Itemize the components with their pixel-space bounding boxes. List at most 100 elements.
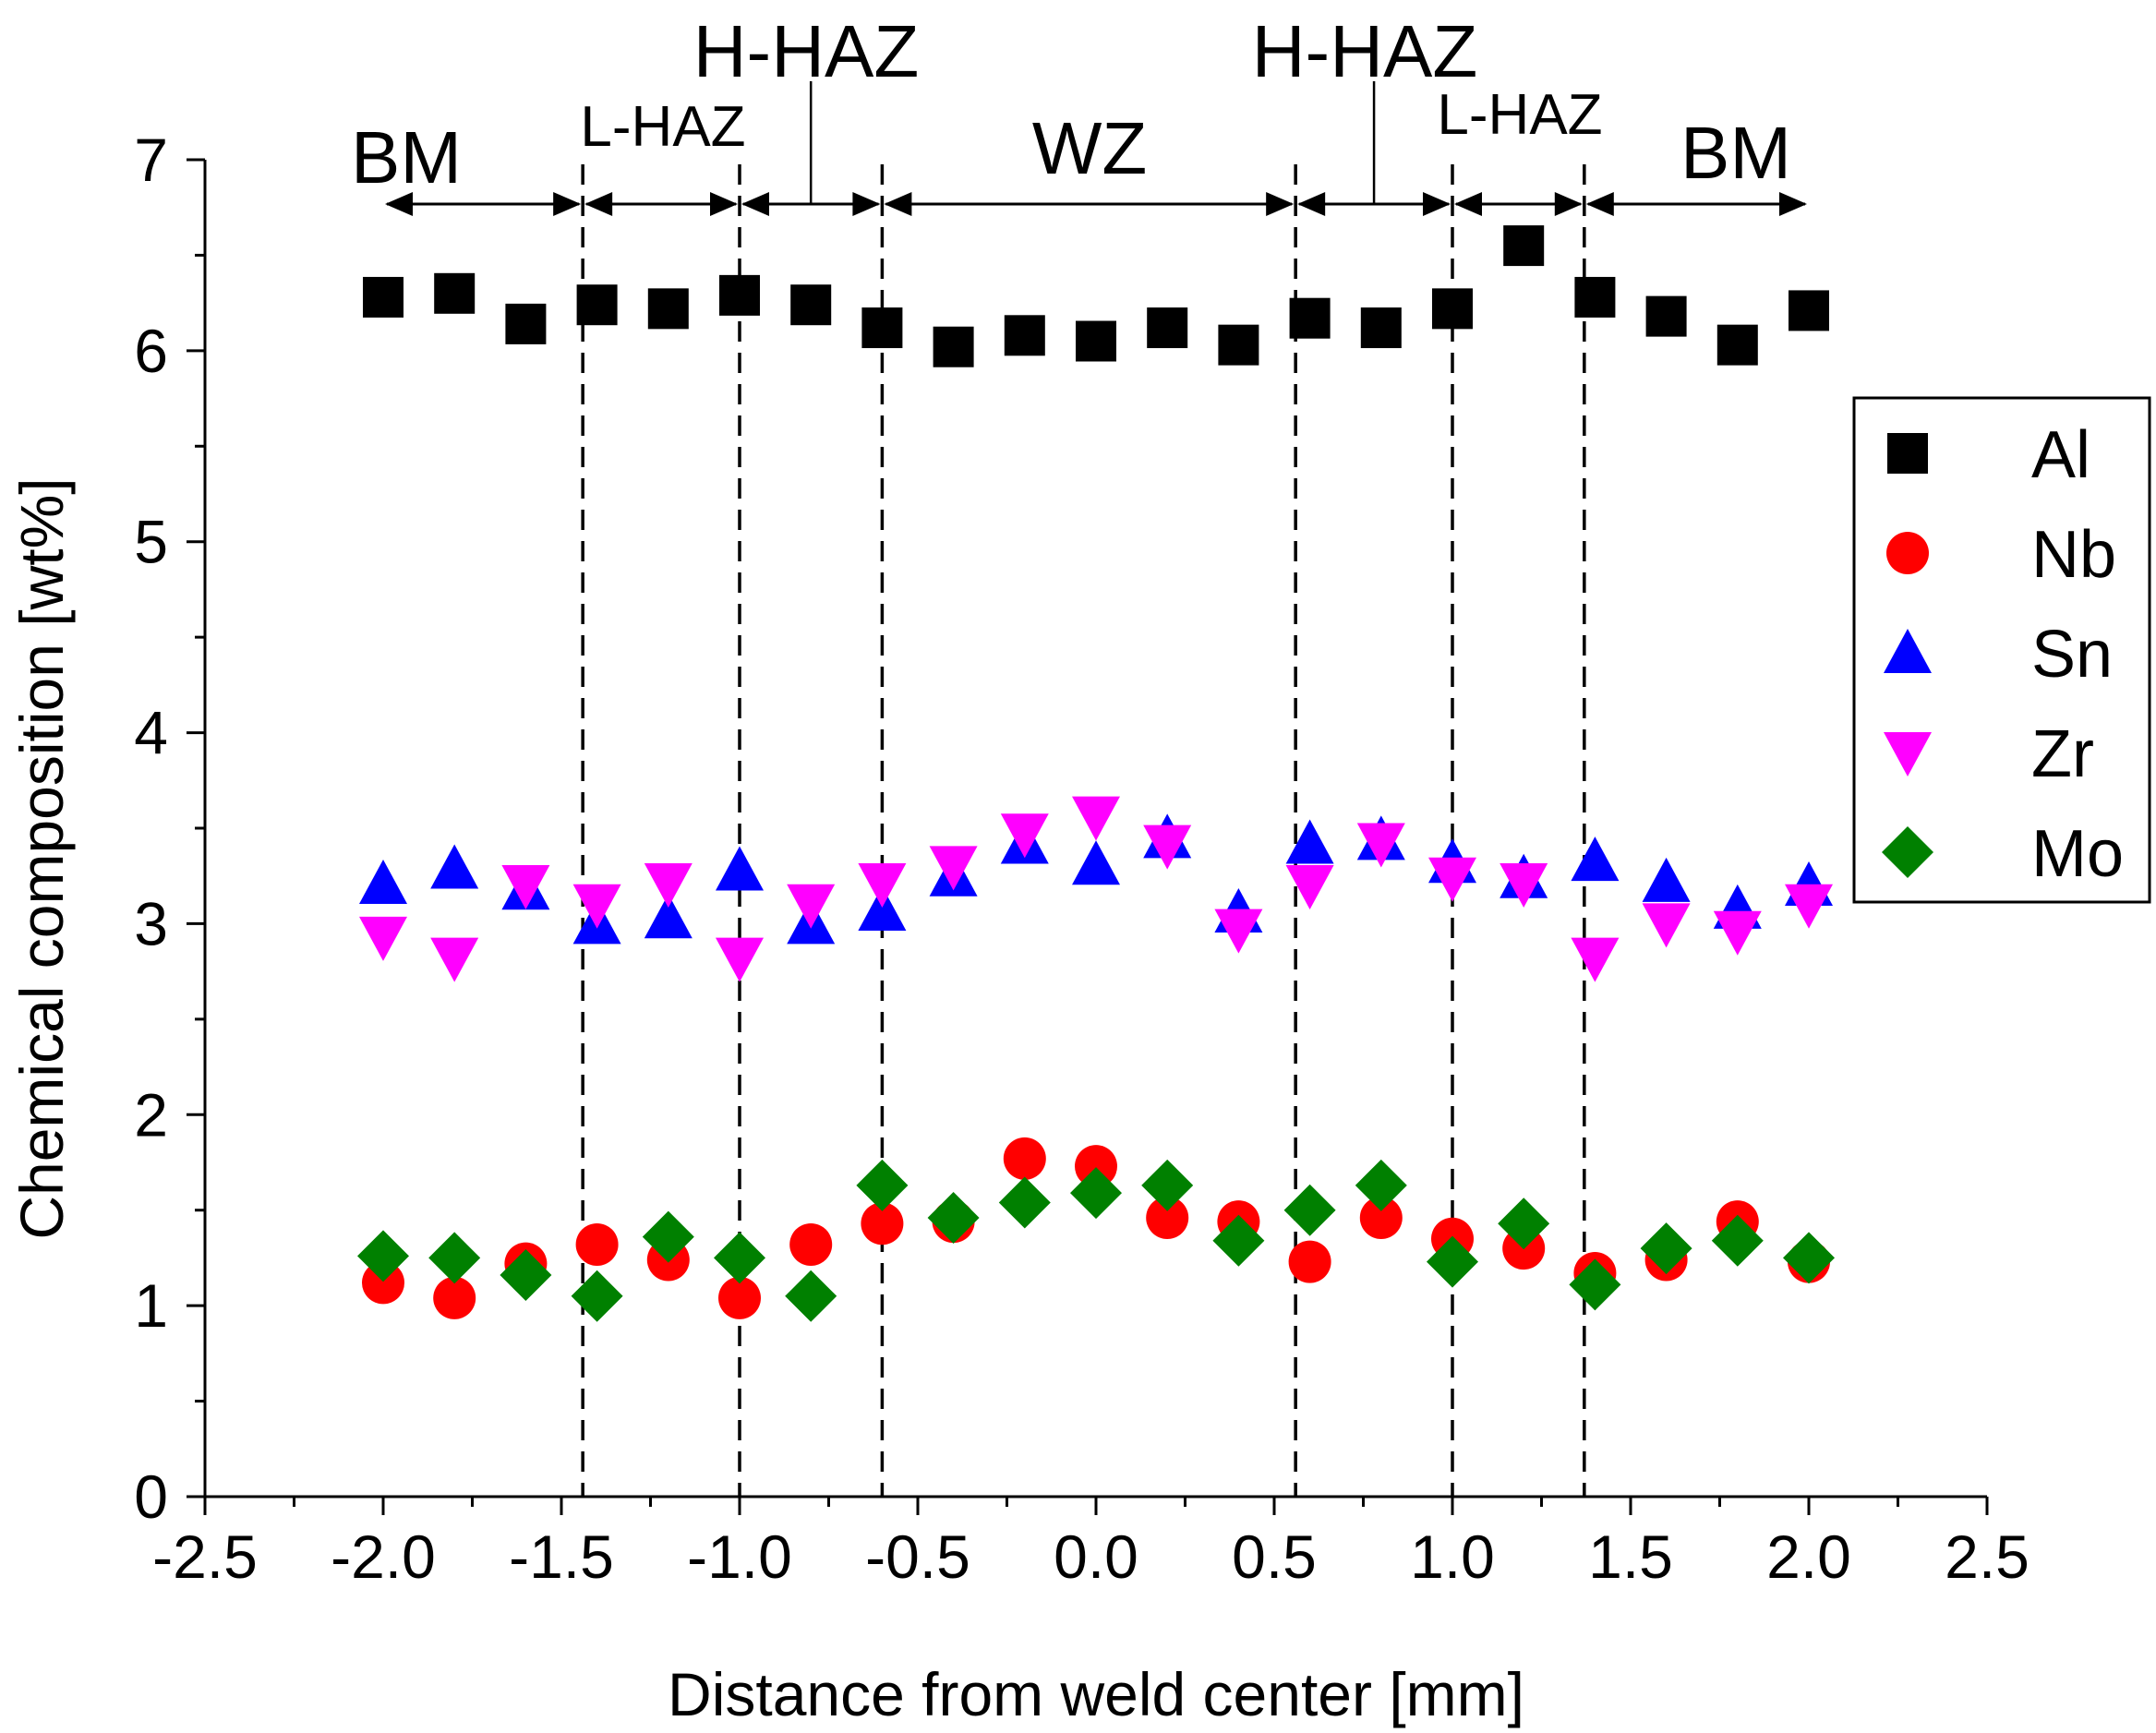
zone-arrowhead [741,192,769,216]
point-al [1218,324,1259,366]
point-nb [1359,1196,1403,1239]
series-zr [359,796,1833,982]
point-nb [861,1202,904,1246]
axes: -2.5 -2.0 -1.5 -1.0 -0.5 0.0 0.5 1.0 1.5 2.0 2.5 0 1… [134,126,2030,1591]
point-zr [858,862,907,908]
y-tick-label: 7 [134,126,168,194]
point-sn [1571,836,1620,882]
y-tick-label: 6 [134,317,168,385]
zone-label: BM [351,116,462,199]
point-nb [575,1222,619,1266]
point-nb [1146,1196,1189,1239]
zone-arrowhead [1423,192,1451,216]
point-al [505,303,547,344]
zone-arrowhead [852,192,881,216]
point-mo [1070,1167,1122,1220]
x-axis-title: Distance from weld center [mm] [668,1660,1524,1728]
point-zr [501,865,550,910]
zone-arrowhead [553,192,582,216]
legend-label-nb: Nb [2031,518,2116,592]
point-zr [572,884,621,929]
zone-label: H-HAZ [693,10,919,92]
legend-marker-zr [1884,732,1932,776]
legend-label-mo: Mo [2031,817,2124,891]
y-axis-title: Chemical composition [wt%] [7,477,76,1239]
point-al [1147,307,1188,349]
point-mo [1783,1232,1835,1284]
y-tick-label: 2 [134,1080,168,1149]
zone-arrowhead [1297,192,1326,216]
zone-arrowhead [884,192,912,216]
x-tick-label: 2.5 [1945,1522,2030,1591]
point-nb [1288,1240,1331,1283]
x-tick-label: 1.5 [1588,1522,1673,1591]
x-tick-label: -1.0 [687,1522,792,1591]
point-al [1360,307,1402,349]
legend: Al Nb Sn Zr Mo [1852,396,2151,904]
zone-label: H-HAZ [1252,10,1477,92]
x-tick-label: 2.0 [1766,1522,1851,1591]
data-points [357,225,1835,1322]
point-al [1789,290,1829,331]
point-al [1503,225,1545,267]
series-mo [357,1159,1835,1322]
point-sn [716,846,764,891]
point-mo [1427,1235,1478,1288]
point-mo [785,1270,837,1322]
point-sn [1072,840,1120,885]
zone-label: WZ [1032,107,1147,189]
point-mo [428,1232,481,1284]
point-al [1289,297,1331,339]
point-al [576,284,618,326]
point-mo [856,1159,909,1211]
point-al [1432,288,1473,330]
point-al [1645,295,1687,337]
point-al [647,288,689,330]
zone-label: L-HAZ [580,95,745,159]
point-al [861,307,903,349]
zone-label: BM [1680,112,1791,194]
point-zr [1000,813,1049,859]
point-mo [500,1249,552,1302]
point-zr [1285,865,1334,910]
point-al [1574,276,1616,318]
legend-label-al: Al [2031,418,2090,492]
point-mo [642,1210,694,1263]
x-tick-label: 1.0 [1410,1522,1495,1591]
x-tick-label: 0.0 [1054,1522,1138,1591]
legend-marker-al [1887,433,1928,474]
point-al [1004,315,1045,356]
y-tick-label: 5 [134,508,168,576]
y-tick-label: 4 [134,699,168,767]
point-nb [718,1276,761,1319]
point-mo [1498,1197,1550,1250]
x-tick-label: -1.5 [509,1522,614,1591]
point-sn [1642,857,1691,902]
x-tick-label: -2.5 [152,1522,258,1591]
x-tick-label: 0.5 [1232,1522,1317,1591]
point-nb [789,1222,833,1266]
point-zr [716,937,764,982]
legend-marker-mo [1882,826,1933,878]
point-zr [1143,824,1192,870]
point-al [790,284,832,326]
zone-arrowhead [710,192,738,216]
point-mo [714,1232,765,1284]
point-zr [1571,937,1620,982]
y-tick-label: 3 [134,889,168,957]
zone-arrowhead [584,192,613,216]
legend-label-sn: Sn [2031,618,2113,692]
point-mo [1569,1258,1621,1311]
point-nb [433,1276,476,1319]
series-al [363,225,1829,367]
legend-label-zr: Zr [2031,717,2094,791]
point-mo [1212,1214,1265,1267]
point-zr [1428,857,1476,902]
point-mo [927,1191,980,1244]
legend-marker-nb [1886,532,1929,574]
point-nb [1003,1137,1046,1180]
point-zr [787,884,836,929]
zone-arrowhead [1266,192,1295,216]
